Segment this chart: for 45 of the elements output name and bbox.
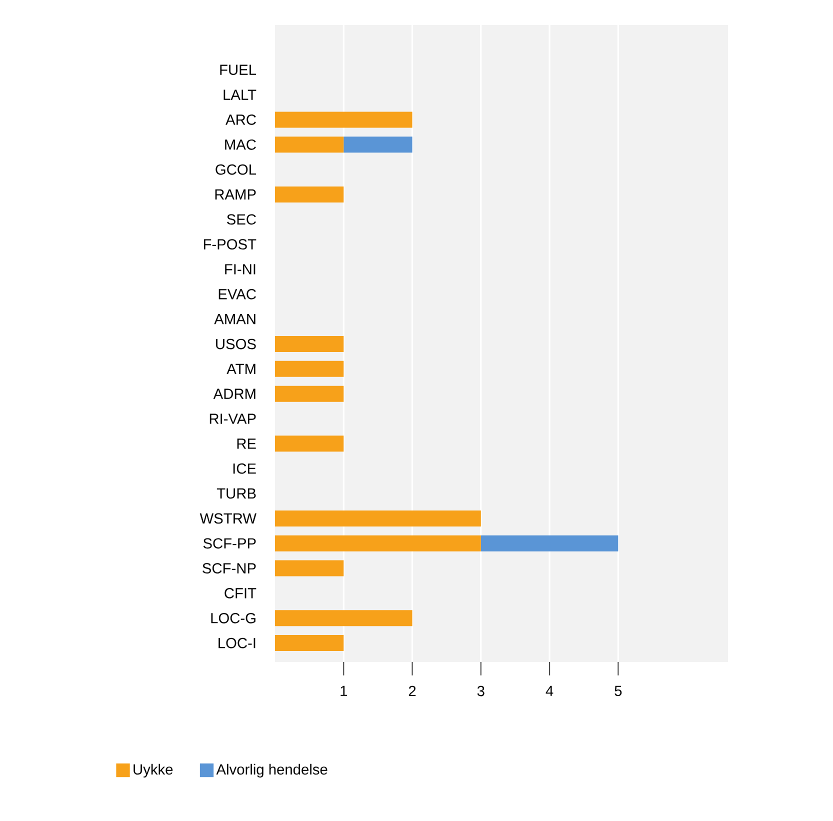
y-tick-label: RI-VAP: [210, 414, 256, 424]
bar: [275, 112, 412, 128]
y-tick-label: EVAC: [218, 288, 256, 300]
bar: [344, 136, 412, 153]
bar: [275, 386, 344, 402]
bar: [275, 560, 344, 576]
y-tick-label: CFIT: [224, 588, 256, 598]
legend-label: Uykke: [134, 764, 173, 778]
legend-label: Alvorlig hendelse: [216, 764, 328, 778]
y-tick-label: SEC: [227, 214, 256, 225]
bar: [275, 136, 344, 153]
y-tick-label: RE: [237, 438, 256, 449]
bar: [275, 510, 481, 526]
y-tick-label: F-POST: [204, 239, 256, 250]
x-tick-label: 1: [340, 686, 347, 696]
x-tick-label: 4: [546, 686, 554, 696]
y-tick-label: FI-NI: [225, 264, 256, 274]
y-tick-label: SCF-PP: [203, 538, 256, 549]
y-tick-label: MAC: [225, 139, 256, 150]
y-tick-label: LOC-I: [218, 638, 256, 648]
y-tick-label: WSTRW: [200, 513, 256, 524]
y-tick-label: AMAN: [214, 314, 256, 324]
bar: [275, 610, 412, 626]
bar: [275, 535, 481, 552]
y-tick-label: GCOL: [216, 164, 256, 175]
y-tick-label: FUEL: [220, 64, 256, 75]
y-tick-label: TURB: [216, 488, 256, 499]
bar: [275, 635, 344, 652]
bar: [480, 535, 618, 552]
bar: [275, 360, 344, 377]
y-tick-label: USOS: [216, 338, 256, 350]
y-tick-label: ARC: [226, 114, 256, 125]
x-tick-label: 2: [408, 686, 416, 696]
y-tick-label: ADRM: [213, 388, 256, 399]
y-tick-label: LOC-G: [211, 612, 256, 624]
y-tick-label: RAMP: [215, 189, 256, 200]
bar: [275, 186, 344, 202]
y-tick-label: ATM: [226, 364, 256, 374]
y-tick-label: ICE: [233, 463, 256, 474]
y-tick-label: SCF-NP: [202, 563, 256, 574]
bar: [275, 436, 344, 452]
x-tick-label: 3: [477, 686, 484, 696]
x-tick-label: 5: [614, 686, 622, 696]
bar: [275, 336, 344, 352]
y-tick-label: LALT: [224, 90, 256, 100]
